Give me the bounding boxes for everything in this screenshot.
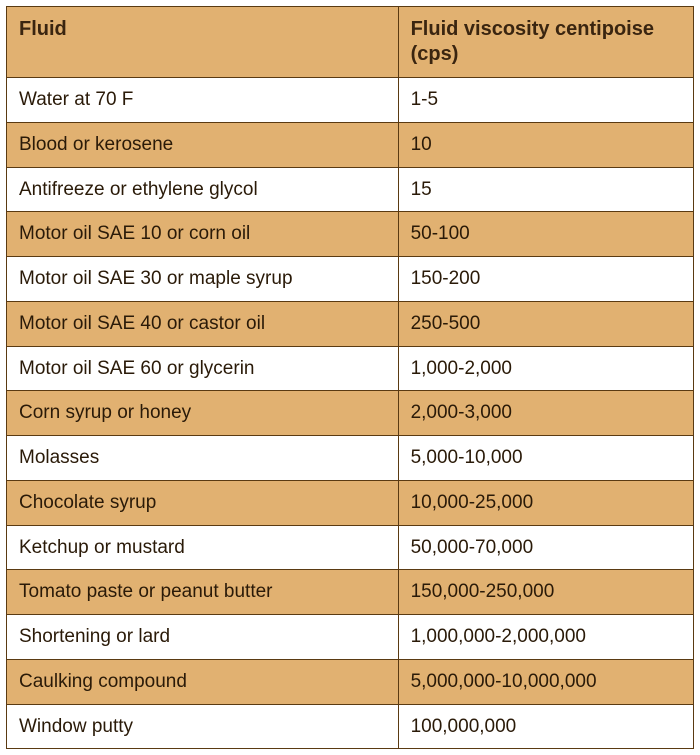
cell-fluid: Molasses: [7, 436, 399, 481]
cell-viscosity: 50-100: [398, 212, 693, 257]
table-row: Caulking compound5,000,000-10,000,000: [7, 659, 694, 704]
table-row: Chocolate syrup10,000-25,000: [7, 480, 694, 525]
table-row: Shortening or lard1,000,000-2,000,000: [7, 615, 694, 660]
cell-viscosity: 15: [398, 167, 693, 212]
cell-fluid: Chocolate syrup: [7, 480, 399, 525]
cell-viscosity: 150,000-250,000: [398, 570, 693, 615]
cell-fluid: Motor oil SAE 10 or corn oil: [7, 212, 399, 257]
table-row: Antifreeze or ethylene glycol15: [7, 167, 694, 212]
table-body: Water at 70 F1-5Blood or kerosene10Antif…: [7, 78, 694, 749]
cell-fluid: Motor oil SAE 30 or maple syrup: [7, 257, 399, 302]
col-header-fluid: Fluid: [7, 7, 399, 78]
cell-fluid: Window putty: [7, 704, 399, 749]
table-row: Tomato paste or peanut butter150,000-250…: [7, 570, 694, 615]
cell-viscosity: 150-200: [398, 257, 693, 302]
cell-viscosity: 1,000,000-2,000,000: [398, 615, 693, 660]
cell-viscosity: 1,000-2,000: [398, 346, 693, 391]
cell-viscosity: 250-500: [398, 301, 693, 346]
table-row: Motor oil SAE 60 or glycerin1,000-2,000: [7, 346, 694, 391]
viscosity-table: Fluid Fluid viscosity centipoise (cps) W…: [6, 6, 694, 749]
table-row: Water at 70 F1-5: [7, 78, 694, 123]
table-row: Corn syrup or honey2,000-3,000: [7, 391, 694, 436]
cell-fluid: Shortening or lard: [7, 615, 399, 660]
table-row: Blood or kerosene10: [7, 122, 694, 167]
table-header-row: Fluid Fluid viscosity centipoise (cps): [7, 7, 694, 78]
cell-viscosity: 50,000-70,000: [398, 525, 693, 570]
table-row: Ketchup or mustard50,000-70,000: [7, 525, 694, 570]
cell-viscosity: 2,000-3,000: [398, 391, 693, 436]
cell-viscosity: 5,000,000-10,000,000: [398, 659, 693, 704]
cell-fluid: Caulking compound: [7, 659, 399, 704]
table-row: Motor oil SAE 30 or maple syrup150-200: [7, 257, 694, 302]
cell-fluid: Water at 70 F: [7, 78, 399, 123]
table-row: Window putty100,000,000: [7, 704, 694, 749]
cell-fluid: Motor oil SAE 40 or castor oil: [7, 301, 399, 346]
cell-fluid: Motor oil SAE 60 or glycerin: [7, 346, 399, 391]
table-row: Motor oil SAE 10 or corn oil50-100: [7, 212, 694, 257]
cell-fluid: Blood or kerosene: [7, 122, 399, 167]
table-row: Motor oil SAE 40 or castor oil250-500: [7, 301, 694, 346]
cell-fluid: Corn syrup or honey: [7, 391, 399, 436]
cell-fluid: Antifreeze or ethylene glycol: [7, 167, 399, 212]
cell-viscosity: 100,000,000: [398, 704, 693, 749]
cell-viscosity: 10: [398, 122, 693, 167]
cell-viscosity: 1-5: [398, 78, 693, 123]
table-row: Molasses5,000-10,000: [7, 436, 694, 481]
cell-fluid: Tomato paste or peanut butter: [7, 570, 399, 615]
cell-viscosity: 5,000-10,000: [398, 436, 693, 481]
viscosity-table-container: Fluid Fluid viscosity centipoise (cps) W…: [0, 0, 700, 755]
col-header-viscosity: Fluid viscosity centipoise (cps): [398, 7, 693, 78]
cell-viscosity: 10,000-25,000: [398, 480, 693, 525]
cell-fluid: Ketchup or mustard: [7, 525, 399, 570]
